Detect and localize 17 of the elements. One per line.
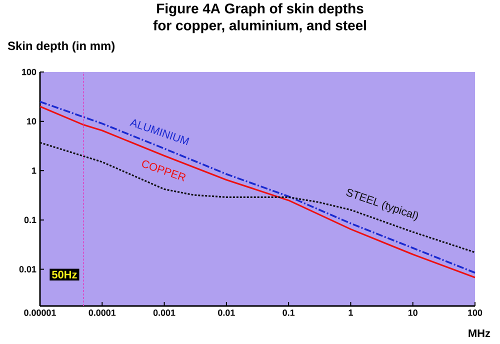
x-tick-label: 0.1 (282, 310, 295, 316)
x-tick-label: 1 (348, 310, 353, 316)
y-tick-label: 10 (27, 118, 36, 124)
ref-line-label: 50Hz (52, 270, 77, 278)
x-tick-label: 0.01 (218, 310, 235, 316)
y-tick-label: 0.01 (19, 266, 36, 272)
y-axis-title: Skin depth (in mm) (8, 41, 115, 52)
x-axis-title: MHz (468, 330, 490, 338)
x-tick-label: 0.001 (153, 310, 176, 316)
y-tick-label: 0.1 (24, 216, 36, 224)
x-tick-label: 0.0001 (88, 310, 116, 316)
x-tick-label: 10 (408, 310, 418, 316)
y-tick-label: 100 (22, 68, 36, 76)
chart-title: Figure 4A Graph of skin depths for copper, aluminium, and steel (153, 3, 366, 34)
y-tick-label: 1 (32, 168, 36, 174)
x-tick-label: 100 (468, 310, 482, 316)
x-tick-label: 0.00001 (24, 310, 56, 316)
